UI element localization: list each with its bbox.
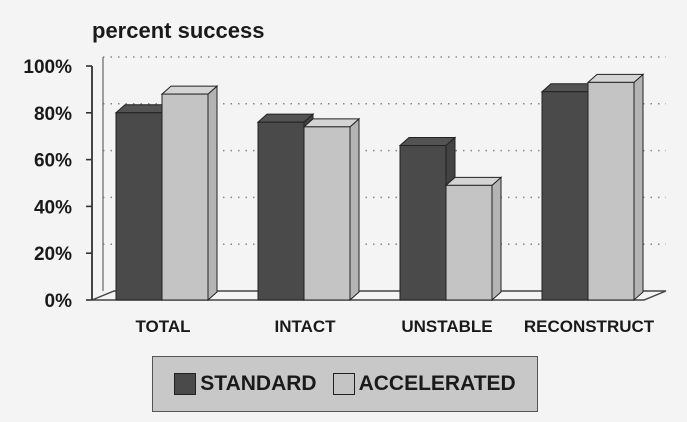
chart-title: percent success <box>92 18 265 43</box>
bar-side <box>349 117 360 302</box>
bar-side <box>491 176 502 302</box>
x-tick-label: UNSTABLE <box>401 317 492 336</box>
y-tick-labels: 0% 20% 40% 60% 80% 100% <box>23 57 72 312</box>
bar-accelerated-unstable <box>444 176 503 302</box>
grid-lines <box>102 56 666 291</box>
y-tick-label: 100% <box>23 57 72 78</box>
bar-front <box>161 93 209 301</box>
y-axis <box>86 65 93 301</box>
bar-front <box>303 126 351 301</box>
legend-item-standard: STANDARD <box>174 372 317 396</box>
bar-standard-unstable <box>398 136 457 302</box>
bar-front <box>115 112 163 301</box>
legend-item-accelerated: ACCELERATED <box>332 372 516 396</box>
bar-top <box>302 118 361 128</box>
bar-chart: 0% 20% 40% 60% 80% 100% TOTAL INTACT UNSTABLE RE… <box>23 56 667 336</box>
bar-front <box>587 81 635 301</box>
y-tick-label: 40% <box>34 197 72 218</box>
legend-swatch-standard <box>174 373 197 395</box>
bar-side <box>207 84 218 302</box>
bar-top <box>160 85 219 95</box>
bar-accelerated-total <box>160 84 219 302</box>
x-tick-label: TOTAL <box>135 317 190 336</box>
y-tick-label: 80% <box>34 104 72 125</box>
bar-front <box>257 121 305 301</box>
bar-top <box>256 113 315 123</box>
x-tick-label: INTACT <box>274 317 336 336</box>
y-tick-label: 0% <box>45 291 73 312</box>
bar-side <box>633 73 644 302</box>
bar-top <box>586 73 645 83</box>
bar-front <box>541 91 589 301</box>
bar-front <box>445 184 493 301</box>
legend: STANDARD ACCELERATED <box>152 356 538 412</box>
legend-label-standard: STANDARD <box>200 372 317 395</box>
x-tick-label: RECONSTRUCT <box>524 317 655 336</box>
bar-accelerated-intact <box>302 117 361 302</box>
x-tick-labels: TOTAL INTACT UNSTABLE RECONSTRUCT <box>135 317 654 336</box>
bar-accelerated-reconstruct <box>586 73 645 302</box>
y-tick-label: 20% <box>34 244 72 265</box>
legend-swatch-accelerated <box>332 373 355 395</box>
legend-label-accelerated: ACCELERATED <box>358 372 516 395</box>
bars <box>114 73 645 302</box>
bar-top <box>398 137 457 147</box>
y-tick-label: 60% <box>34 151 72 172</box>
bar-top <box>444 176 503 186</box>
bar-front <box>399 145 447 301</box>
